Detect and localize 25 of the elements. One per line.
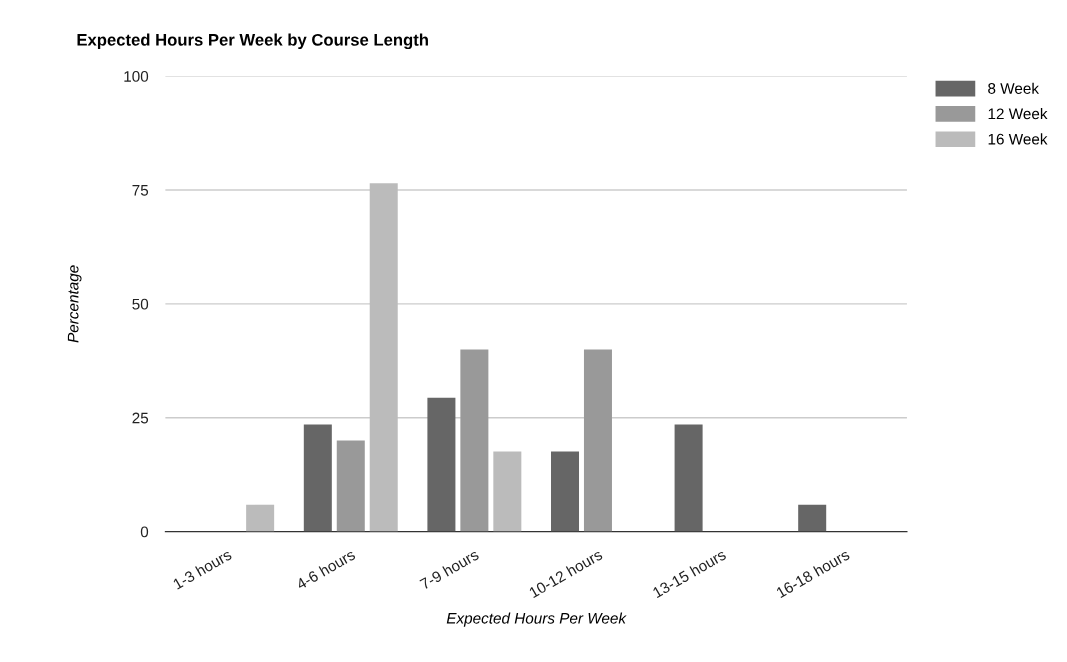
bar	[583, 349, 612, 532]
bar	[303, 424, 332, 532]
bar	[246, 504, 275, 532]
chart-title: Expected Hours Per Week by Course Length	[77, 33, 428, 50]
x-axis-title: Expected Hours Per Week	[446, 612, 627, 627]
x-tick-label: 1-3 hours	[172, 548, 233, 590]
y-tick-label: 0	[140, 526, 149, 538]
x-tick-label: 4-6 hours	[295, 548, 356, 591]
y-tick-label: 75	[132, 185, 149, 196]
legend-label: 16 Week	[988, 133, 1048, 145]
legend-label: 8 Week	[988, 82, 1040, 94]
x-tick-label: 7-9 hours	[419, 548, 480, 590]
bar	[460, 349, 489, 532]
bar	[798, 504, 827, 532]
y-axis-title: Percentage	[67, 265, 82, 343]
bar	[336, 440, 365, 532]
bar	[674, 424, 703, 532]
bar	[551, 451, 580, 532]
bar	[369, 183, 398, 532]
legend-label: 12 Week	[988, 108, 1048, 120]
y-tick-label: 25	[132, 412, 149, 424]
y-tick-label: 100	[124, 71, 149, 82]
y-tick-label: 50	[132, 298, 149, 310]
bar	[427, 397, 456, 532]
bar	[493, 451, 522, 532]
